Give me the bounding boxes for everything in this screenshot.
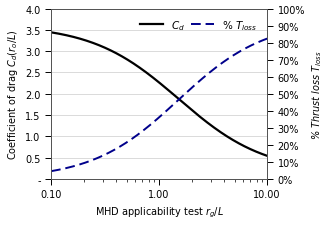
% $T_{loss}$ xyxy=(180,96,184,98)
$C_d$ xyxy=(265,155,269,157)
% $T_{loss}$ xyxy=(62,167,66,170)
$C_d$ xyxy=(235,142,239,144)
$C_d$ xyxy=(213,127,217,130)
Line: % $T_{loss}$: % $T_{loss}$ xyxy=(51,39,267,171)
Line: $C_d$: $C_d$ xyxy=(51,33,267,156)
$C_d$ xyxy=(62,34,66,37)
X-axis label: MHD applicability test $r_g/L$: MHD applicability test $r_g/L$ xyxy=(95,205,224,219)
$C_d$ xyxy=(49,32,53,34)
% $T_{loss}$ xyxy=(187,90,191,92)
% $T_{loss}$ xyxy=(175,101,179,104)
% $T_{loss}$ xyxy=(265,38,269,41)
$C_d$ xyxy=(175,96,179,99)
Legend: $C_d$, % $T_{loss}$: $C_d$, % $T_{loss}$ xyxy=(136,15,262,37)
Y-axis label: Coefficient of drag $C_d(r_o/L)$: Coefficient of drag $C_d(r_o/L)$ xyxy=(6,29,19,160)
$C_d$ xyxy=(187,107,191,109)
% $T_{loss}$ xyxy=(213,68,217,70)
$C_d$ xyxy=(180,101,184,104)
Y-axis label: % Thrust loss $T_{loss}$: % Thrust loss $T_{loss}$ xyxy=(311,50,324,139)
% $T_{loss}$ xyxy=(235,52,239,55)
% $T_{loss}$ xyxy=(49,170,53,173)
